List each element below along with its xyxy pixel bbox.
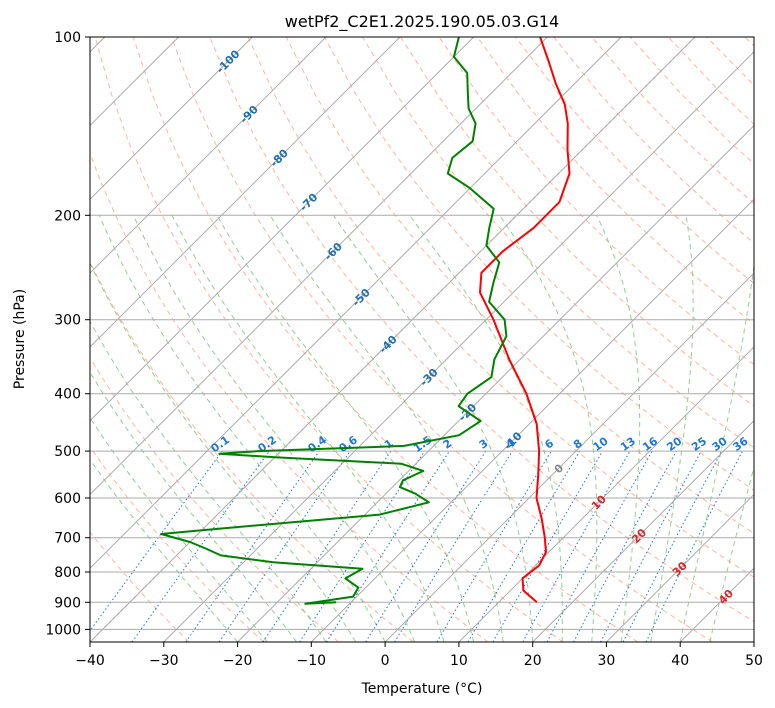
- dry-adiabat-line: [209, 37, 754, 623]
- dry-adiabat-line: [90, 531, 190, 642]
- isotherm-line: [90, 37, 475, 422]
- moist-adiabat-line: [269, 215, 504, 642]
- mixing-ratio-line: [325, 450, 450, 642]
- isotherm-line: [90, 37, 696, 642]
- x-tick-label: −20: [223, 653, 253, 669]
- x-axis-ticks: −40 −30 −20 −10 0 10 20 30 40 50: [75, 642, 763, 669]
- x-tick-label: 0: [381, 653, 390, 669]
- isobars: [90, 37, 754, 630]
- isotherm-line: [90, 37, 401, 348]
- mixing-ratio-line: [394, 450, 513, 642]
- profile-series: [160, 37, 571, 605]
- y-tick-label: 200: [54, 208, 81, 224]
- isotherm-line: [90, 37, 622, 569]
- isotherm-line: [163, 51, 754, 642]
- y-tick-label: 100: [54, 30, 81, 46]
- dry-adiabat-line: [476, 37, 754, 325]
- mixing-ratio-line: [522, 450, 631, 642]
- y-tick-label: 600: [54, 491, 81, 507]
- dry-adiabat-line: [171, 37, 713, 642]
- moist-adiabat-line: [333, 215, 534, 642]
- moist-adiabat-line: [90, 416, 268, 642]
- x-tick-label: 30: [597, 653, 615, 669]
- isotherm-line: [532, 419, 754, 642]
- moist-adiabats: [90, 215, 754, 642]
- mixing-ratio-lines: [90, 450, 743, 642]
- y-tick-label: 1000: [45, 622, 81, 638]
- isotherms: [90, 37, 754, 642]
- x-tick-label: −30: [149, 653, 179, 669]
- isotherm-line: [310, 198, 754, 642]
- isotherm-line: [90, 37, 253, 201]
- y-tick-label: 700: [54, 531, 81, 547]
- mixing-ratio-line: [90, 450, 223, 632]
- y-tick-label: 500: [54, 444, 81, 460]
- dry-adiabat-line: [90, 356, 339, 642]
- dry-adiabat-line: [362, 37, 754, 449]
- moist-adiabat-line: [216, 215, 475, 642]
- y-tick-label: 800: [54, 565, 81, 581]
- mixing-ratio-line: [299, 450, 426, 642]
- isotherm-line: [90, 37, 548, 496]
- moist-adiabat-line: [650, 215, 694, 642]
- y-axis-title: Pressure (hPa): [12, 289, 28, 389]
- moist-adiabat-line: [90, 371, 297, 642]
- isotherm-line: [90, 37, 327, 274]
- mixing-ratio-line: [218, 450, 351, 642]
- isotherm-line: [237, 124, 754, 642]
- plot-frame: [89, 36, 755, 643]
- moist-adiabat-line: [90, 458, 238, 642]
- y-tick-label: 300: [54, 313, 81, 329]
- moist-adiabat-line: [90, 320, 327, 642]
- dry-adiabat-line: [94, 37, 564, 642]
- x-tick-label: 40: [671, 653, 689, 669]
- moist-adiabat-line: [499, 215, 598, 642]
- mixing-ratio-line: [185, 450, 320, 642]
- y-axis-ticks: 100 200 300 400 500 600 700 800 900 1000: [45, 30, 90, 638]
- chart-title: wetPf2_C2E1.2025.190.05.03.G14: [285, 12, 559, 32]
- mixing-ratio-line: [546, 450, 653, 642]
- mixing-ratio-line: [262, 450, 392, 642]
- isotherm-line: [458, 346, 754, 642]
- dry-adiabat-line: [515, 37, 754, 285]
- dry-adiabat-line: [132, 37, 639, 642]
- moist-adiabat-line: [596, 215, 641, 642]
- y-tick-label: 900: [54, 595, 81, 611]
- temperature-profile: [479, 37, 571, 604]
- moist-adiabat-line: [132, 215, 416, 642]
- dry-adiabat-line: [400, 37, 754, 407]
- moist-adiabat-line: [679, 261, 754, 642]
- mixing-ratio-line: [131, 450, 270, 642]
- y-tick-label: 400: [54, 387, 81, 403]
- plot-area: -100-90-80-70-60-50-40-30-20-10010203040…: [90, 37, 754, 642]
- mixing-ratio-line: [645, 450, 743, 642]
- x-axis-title: Temperature (°C): [361, 681, 483, 697]
- moist-adiabat-line: [171, 215, 445, 642]
- x-tick-label: 10: [450, 653, 468, 669]
- moist-adiabat-line: [409, 215, 563, 642]
- dry-adiabat-line: [90, 151, 489, 642]
- dry-adiabat-line: [247, 37, 754, 578]
- isotherm-line: [384, 272, 754, 642]
- x-tick-label: −40: [75, 653, 105, 669]
- moist-adiabat-line: [90, 262, 357, 642]
- x-tick-label: −10: [297, 653, 327, 669]
- moist-adiabat-line: [709, 465, 754, 642]
- dewpoint-profile: [160, 37, 508, 605]
- x-tick-label: 20: [524, 653, 542, 669]
- isotherm-line: [606, 493, 754, 642]
- x-tick-label: 50: [745, 653, 763, 669]
- mixing-ratio-line: [573, 450, 677, 642]
